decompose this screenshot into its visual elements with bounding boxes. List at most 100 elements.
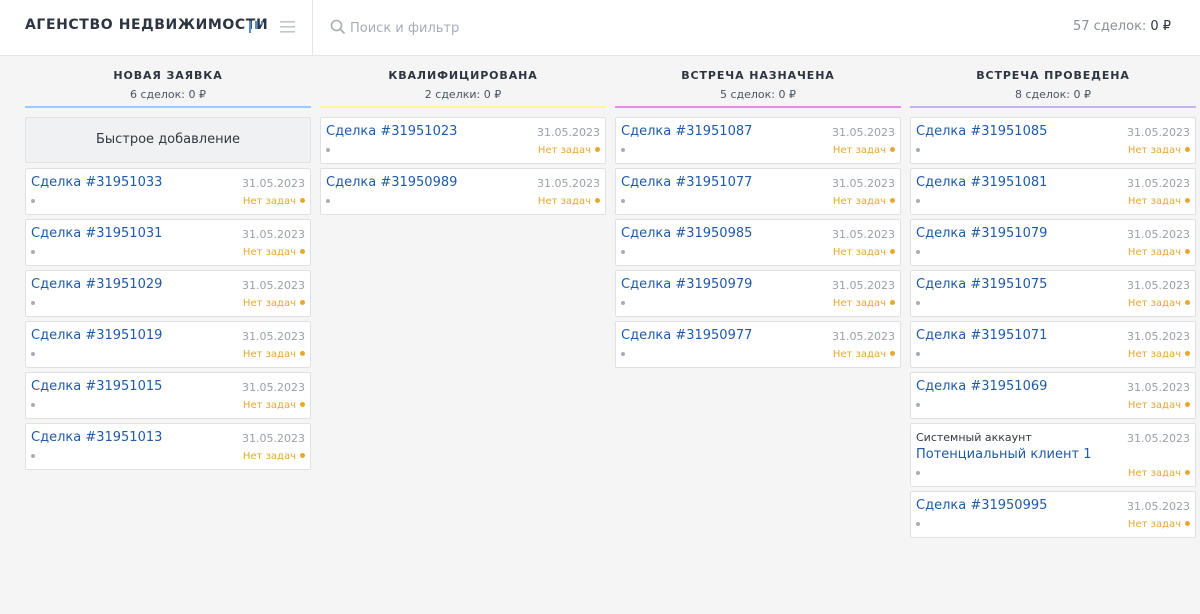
deal-card[interactable]: Сделка #31951031 31.05.2023 Нет задач	[25, 219, 311, 266]
status-dot-icon	[31, 454, 35, 458]
no-tasks-label[interactable]: Нет задач	[537, 196, 591, 207]
deal-card[interactable]: Сделка #31950977 31.05.2023 Нет задач	[615, 321, 901, 368]
card-list: Быстрое добавление Сделка #31951033 31.05.…	[25, 108, 311, 470]
deal-name-link[interactable]: Сделка #31951075	[916, 277, 1048, 292]
no-tasks-label[interactable]: Нет задач	[242, 400, 296, 411]
task-indicator-icon	[1185, 300, 1190, 305]
no-tasks-label[interactable]: Нет задач	[1127, 196, 1181, 207]
status-dot-icon	[916, 301, 920, 305]
deal-name-link[interactable]: Сделка #31950989	[326, 175, 458, 190]
deal-card[interactable]: Сделка #31951075 31.05.2023 Нет задач	[910, 270, 1196, 317]
no-tasks-label[interactable]: Нет задач	[242, 451, 296, 462]
deal-name-link[interactable]: Сделка #31951023	[326, 124, 458, 139]
deal-name-link[interactable]: Потенциальный клиент 1	[916, 447, 1092, 462]
deal-date: 31.05.2023	[1127, 330, 1190, 343]
status-dot-icon	[621, 199, 625, 203]
deal-name-link[interactable]: Сделка #31950979	[621, 277, 753, 292]
deal-card[interactable]: Сделка #31951013 31.05.2023 Нет задач	[25, 423, 311, 470]
deal-name-link[interactable]: Сделка #31950985	[621, 226, 753, 241]
no-tasks-label[interactable]: Нет задач	[242, 196, 296, 207]
no-tasks-label[interactable]: Нет задач	[832, 298, 886, 309]
deal-name-link[interactable]: Сделка #31951081	[916, 175, 1048, 190]
deal-card[interactable]: Системный аккаунт Потенциальный клиент 1 3…	[910, 423, 1196, 487]
no-tasks-label[interactable]: Нет задач	[832, 349, 886, 360]
deal-date: 31.05.2023	[1127, 279, 1190, 292]
task-indicator-icon	[1185, 198, 1190, 203]
deal-card[interactable]: Сделка #31950985 31.05.2023 Нет задач	[615, 219, 901, 266]
deal-name-link[interactable]: Сделка #31950977	[621, 328, 753, 343]
task-indicator-icon	[890, 198, 895, 203]
column-header[interactable]: ВСТРЕЧА ПРОВЕДЕНА 8 сделок: 0 ₽	[910, 56, 1196, 108]
deal-card[interactable]: Сделка #31951077 31.05.2023 Нет задач	[615, 168, 901, 215]
deal-name-link[interactable]: Сделка #31951015	[31, 379, 163, 394]
no-tasks-label[interactable]: Нет задач	[242, 349, 296, 360]
no-tasks-label[interactable]: Нет задач	[1127, 519, 1181, 530]
deal-card[interactable]: Сделка #31951033 31.05.2023 Нет задач	[25, 168, 311, 215]
no-tasks-label[interactable]: Нет задач	[1127, 400, 1181, 411]
deal-name-link[interactable]: Сделка #31951085	[916, 124, 1048, 139]
deal-name-link[interactable]: Сделка #31951077	[621, 175, 753, 190]
task-indicator-icon	[300, 402, 305, 407]
column-header[interactable]: КВАЛИФИЦИРОВАНА 2 сделки: 0 ₽	[320, 56, 606, 108]
deal-card[interactable]: Сделка #31951029 31.05.2023 Нет задач	[25, 270, 311, 317]
card-list: Сделка #31951087 31.05.2023 Нет задач Сделк…	[615, 108, 901, 368]
no-tasks-label[interactable]: Нет задач	[1127, 145, 1181, 156]
deal-name-link[interactable]: Сделка #31951013	[31, 430, 163, 445]
deal-name-link[interactable]: Сделка #31951079	[916, 226, 1048, 241]
deal-card[interactable]: Сделка #31951081 31.05.2023 Нет задач	[910, 168, 1196, 215]
status-dot-icon	[326, 199, 330, 203]
deal-card[interactable]: Сделка #31951087 31.05.2023 Нет задач	[615, 117, 901, 164]
deal-name-link[interactable]: Сделка #31951071	[916, 328, 1048, 343]
no-tasks-label[interactable]: Нет задач	[1127, 468, 1181, 479]
no-tasks-label[interactable]: Нет задач	[832, 247, 886, 258]
task-indicator-icon	[595, 147, 600, 152]
deal-card[interactable]: Сделка #31950979 31.05.2023 Нет задач	[615, 270, 901, 317]
task-indicator-icon	[1185, 521, 1190, 526]
deal-company[interactable]: Системный аккаунт	[916, 431, 1032, 444]
quick-add-button[interactable]: Быстрое добавление	[25, 117, 311, 163]
deal-name-link[interactable]: Сделка #31951033	[31, 175, 163, 190]
deal-card[interactable]: Сделка #31950989 31.05.2023 Нет задач	[320, 168, 606, 215]
deal-card[interactable]: Сделка #31950995 31.05.2023 Нет задач	[910, 491, 1196, 538]
deal-card[interactable]: Сделка #31951023 31.05.2023 Нет задач	[320, 117, 606, 164]
column-title: ВСТРЕЧА НАЗНАЧЕНА	[681, 69, 835, 82]
deal-card[interactable]: Сделка #31951019 31.05.2023 Нет задач	[25, 321, 311, 368]
no-tasks-label[interactable]: Нет задач	[1127, 247, 1181, 258]
no-tasks-label[interactable]: Нет задач	[1127, 349, 1181, 360]
no-tasks-label[interactable]: Нет задач	[242, 298, 296, 309]
deal-card[interactable]: Сделка #31951085 31.05.2023 Нет задач	[910, 117, 1196, 164]
deal-name-link[interactable]: Сделка #31951019	[31, 328, 163, 343]
column-count: 8 сделок: 0 ₽	[1014, 88, 1092, 101]
deal-date: 31.05.2023	[1127, 381, 1190, 394]
deal-card[interactable]: Сделка #31951069 31.05.2023 Нет задач	[910, 372, 1196, 419]
deal-name-link[interactable]: Сделка #31951031	[31, 226, 163, 241]
no-tasks-label[interactable]: Нет задач	[1127, 298, 1181, 309]
search-input[interactable]	[350, 17, 850, 39]
deal-name-link[interactable]: Сделка #31950995	[916, 498, 1048, 513]
deal-date: 31.05.2023	[242, 279, 305, 292]
search-icon[interactable]	[330, 19, 346, 35]
column-count: 6 сделок: 0 ₽	[129, 88, 207, 101]
no-tasks-label[interactable]: Нет задач	[242, 247, 296, 258]
no-tasks-label[interactable]: Нет задач	[832, 196, 886, 207]
task-indicator-icon	[1185, 402, 1190, 407]
deal-name-link[interactable]: Сделка #31951087	[621, 124, 753, 139]
deal-card[interactable]: Сделка #31951079 31.05.2023 Нет задач	[910, 219, 1196, 266]
deal-card[interactable]: Сделка #31951071 31.05.2023 Нет задач	[910, 321, 1196, 368]
deal-name-link[interactable]: Сделка #31951069	[916, 379, 1048, 394]
task-indicator-icon	[890, 249, 895, 254]
deal-card[interactable]: Сделка #31951015 31.05.2023 Нет задач	[25, 372, 311, 419]
list-view-icon[interactable]	[280, 18, 295, 34]
deal-date: 31.05.2023	[242, 177, 305, 190]
pipeline-column: ВСТРЕЧА НАЗНАЧЕНА 5 сделок: 0 ₽ Сделка #31…	[615, 56, 901, 372]
no-tasks-label[interactable]: Нет задач	[537, 145, 591, 156]
pipeline-column: НОВАЯ ЗАЯВКА 6 сделок: 0 ₽ Быстрое добавле…	[25, 56, 311, 474]
no-tasks-label[interactable]: Нет задач	[832, 145, 886, 156]
column-header[interactable]: ВСТРЕЧА НАЗНАЧЕНА 5 сделок: 0 ₽	[615, 56, 901, 108]
deal-name-link[interactable]: Сделка #31951029	[31, 277, 163, 292]
pipeline-column: КВАЛИФИЦИРОВАНА 2 сделки: 0 ₽ Сделка #3195…	[320, 56, 606, 219]
task-indicator-icon	[890, 147, 895, 152]
kanban-view-icon[interactable]	[247, 18, 265, 34]
deal-date: 31.05.2023	[537, 126, 600, 139]
column-header[interactable]: НОВАЯ ЗАЯВКА 6 сделок: 0 ₽	[25, 56, 311, 108]
